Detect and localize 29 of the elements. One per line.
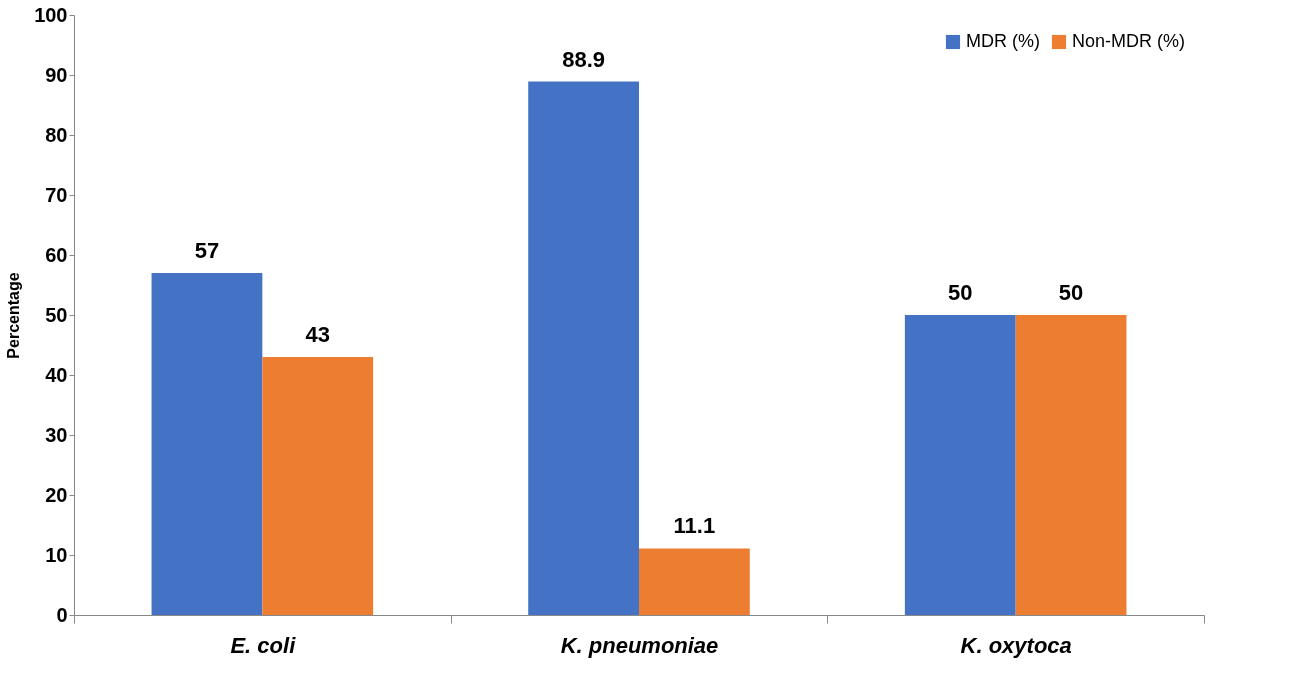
y-tick-label: 20 — [45, 483, 68, 506]
bar — [639, 548, 750, 615]
y-tick-label: 0 — [56, 603, 68, 626]
legend-label: MDR (%) — [966, 31, 1040, 51]
y-tick-label: 90 — [45, 63, 68, 86]
bar — [528, 81, 639, 615]
y-tick-label: 60 — [45, 243, 68, 266]
legend-label: Non-MDR (%) — [1072, 31, 1186, 51]
bar — [151, 273, 263, 615]
y-tick-label: 30 — [45, 423, 68, 446]
y-axis-title: Percentage — [5, 272, 23, 359]
y-tick-label: 70 — [45, 183, 68, 206]
x-tick-label: K. oxytoca — [960, 632, 1072, 658]
x-tick-label: K. pneumoniae — [560, 632, 719, 658]
data-label: 43 — [305, 322, 330, 347]
y-tick-label: 100 — [34, 3, 68, 26]
y-tick-label: 50 — [45, 303, 68, 326]
data-label: 50 — [948, 280, 973, 305]
bar — [1015, 315, 1127, 615]
bar — [262, 357, 374, 615]
y-tick-label: 40 — [45, 363, 68, 386]
bar — [904, 315, 1016, 615]
y-tick-label: 10 — [45, 543, 68, 566]
data-label: 57 — [194, 238, 220, 263]
data-label: 50 — [1058, 280, 1084, 305]
y-tick-label: 80 — [45, 123, 68, 146]
x-tick-label: E. coli — [230, 632, 297, 658]
data-label: 11.1 — [673, 513, 716, 539]
data-label: 88.9 — [562, 46, 606, 72]
